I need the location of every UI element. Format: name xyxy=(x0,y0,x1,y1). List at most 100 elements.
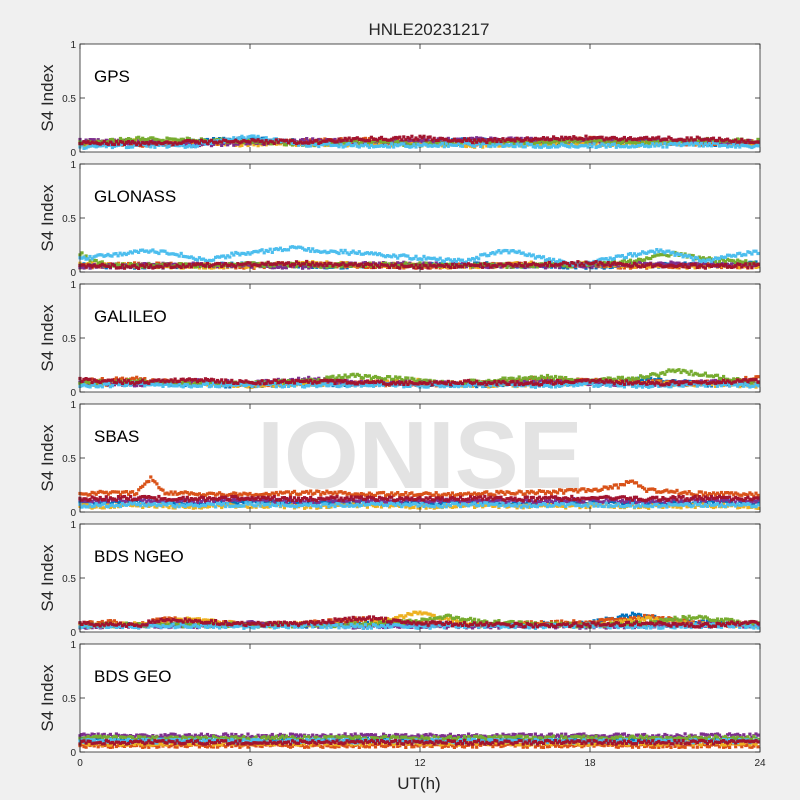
data-point xyxy=(177,264,181,268)
data-point xyxy=(456,257,461,261)
data-point xyxy=(481,145,485,149)
data-point xyxy=(663,263,667,267)
data-point xyxy=(294,265,299,269)
data-point xyxy=(649,144,653,148)
data-point xyxy=(535,263,539,267)
data-point xyxy=(127,142,131,146)
data-point xyxy=(270,262,274,266)
data-point xyxy=(398,266,402,270)
data-point xyxy=(292,140,297,144)
data-point xyxy=(353,262,357,266)
data-point xyxy=(628,262,633,266)
data-point xyxy=(630,138,635,142)
data-point xyxy=(175,263,179,267)
data-point xyxy=(430,144,434,148)
data-point xyxy=(309,138,313,142)
data-point xyxy=(377,261,382,265)
data-point xyxy=(505,137,509,141)
data-point xyxy=(562,137,566,142)
data-point xyxy=(386,265,390,269)
data-point xyxy=(317,263,321,267)
data-point xyxy=(594,145,598,149)
data-point xyxy=(165,263,169,268)
data-point xyxy=(511,138,515,142)
data-point xyxy=(539,256,543,260)
data-point xyxy=(408,139,412,143)
data-point xyxy=(373,262,378,266)
data-point xyxy=(632,137,637,141)
data-point xyxy=(418,141,422,145)
data-point xyxy=(450,259,454,264)
data-point xyxy=(390,144,394,148)
data-point xyxy=(634,265,639,269)
data-point xyxy=(187,265,191,269)
data-point xyxy=(634,141,639,145)
data-point xyxy=(205,259,210,263)
data-point xyxy=(315,138,319,142)
data-point xyxy=(479,139,483,143)
data-point xyxy=(371,261,376,265)
data-point xyxy=(549,137,554,141)
data-point xyxy=(402,262,406,266)
data-point xyxy=(545,143,550,147)
data-point xyxy=(106,252,110,256)
data-point xyxy=(746,138,750,142)
data-point xyxy=(728,139,732,143)
data-point xyxy=(643,137,647,141)
data-point xyxy=(703,261,707,265)
data-point xyxy=(252,134,256,138)
data-point xyxy=(598,264,602,268)
data-point xyxy=(343,248,347,252)
data-point xyxy=(428,261,432,265)
data-point xyxy=(422,134,426,138)
data-point xyxy=(418,261,422,265)
data-point xyxy=(485,265,489,269)
data-point xyxy=(624,261,628,265)
y-tick-label: 1 xyxy=(70,40,76,51)
data-point xyxy=(280,266,284,270)
data-point xyxy=(523,265,527,270)
data-point xyxy=(197,264,201,268)
data-point xyxy=(744,140,748,144)
data-point xyxy=(568,138,572,142)
data-point xyxy=(398,264,402,268)
data-point xyxy=(728,144,732,148)
data-point xyxy=(145,249,149,253)
data-point xyxy=(361,264,365,268)
data-point xyxy=(408,257,412,261)
data-point xyxy=(657,263,661,267)
data-point xyxy=(379,137,384,141)
data-point xyxy=(145,138,149,142)
data-point xyxy=(513,136,517,140)
data-point xyxy=(359,141,363,145)
data-point xyxy=(131,264,135,268)
data-point xyxy=(493,144,497,148)
data-point xyxy=(278,264,282,269)
data-point xyxy=(313,139,317,143)
data-point xyxy=(205,141,210,145)
data-point xyxy=(240,143,244,147)
data-point xyxy=(262,264,266,268)
data-point xyxy=(487,263,491,267)
data-point xyxy=(406,254,410,258)
data-point xyxy=(742,139,746,143)
data-point xyxy=(244,139,248,143)
data-point xyxy=(161,262,165,266)
data-point xyxy=(153,250,157,254)
data-point xyxy=(256,144,260,148)
data-point xyxy=(143,265,147,269)
data-point xyxy=(179,137,183,141)
data-point xyxy=(371,252,376,256)
data-point xyxy=(719,143,724,148)
data-point xyxy=(746,144,750,148)
data-point xyxy=(345,251,349,255)
data-point xyxy=(651,254,655,259)
data-point xyxy=(495,137,499,141)
data-point xyxy=(724,260,728,264)
data-point xyxy=(151,139,155,143)
data-point xyxy=(264,248,268,253)
data-point xyxy=(173,265,177,269)
data-point xyxy=(367,139,371,143)
data-point xyxy=(288,245,293,249)
